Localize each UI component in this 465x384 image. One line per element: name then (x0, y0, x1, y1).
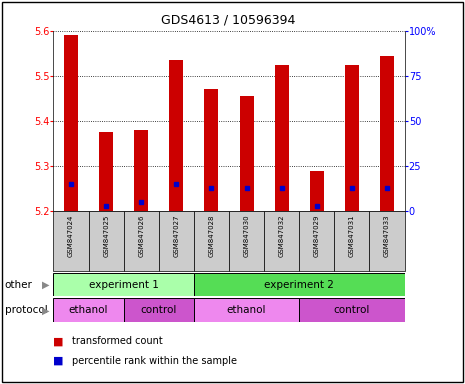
Text: experiment 1: experiment 1 (89, 280, 159, 290)
Bar (264, 211, 299, 271)
Text: transformed count: transformed count (72, 336, 163, 346)
Bar (194, 273, 405, 296)
Text: ▶: ▶ (42, 280, 49, 290)
Text: GSM847031: GSM847031 (349, 214, 355, 257)
Text: GSM847032: GSM847032 (279, 214, 285, 257)
Text: GSM847027: GSM847027 (173, 214, 179, 257)
Bar (299, 298, 405, 322)
Text: ■: ■ (53, 356, 64, 366)
Bar (53, 298, 124, 322)
Text: GSM847033: GSM847033 (384, 214, 390, 257)
Bar (194, 298, 299, 322)
Text: ▶: ▶ (42, 305, 49, 315)
Text: protocol: protocol (5, 305, 47, 315)
Bar (53, 273, 194, 296)
Bar (275, 65, 289, 211)
Text: percentile rank within the sample: percentile rank within the sample (72, 356, 237, 366)
Bar (169, 60, 183, 211)
Text: experiment 2: experiment 2 (264, 280, 334, 290)
Bar (205, 89, 219, 211)
Bar (310, 170, 324, 211)
Bar (345, 65, 359, 211)
Bar (159, 211, 194, 271)
Text: ethanol: ethanol (227, 305, 266, 315)
Text: control: control (140, 305, 177, 315)
Text: GSM847024: GSM847024 (68, 214, 74, 257)
Text: control: control (334, 305, 370, 315)
Bar (380, 56, 394, 211)
Bar (53, 211, 88, 271)
Bar (124, 298, 194, 322)
Bar (299, 211, 334, 271)
Bar (99, 132, 113, 211)
Bar (239, 96, 253, 211)
Text: GSM847026: GSM847026 (138, 214, 144, 257)
Text: GSM847029: GSM847029 (314, 214, 320, 257)
Text: ■: ■ (53, 336, 64, 346)
Text: GSM847030: GSM847030 (244, 214, 250, 257)
Bar (64, 35, 78, 211)
Text: GSM847028: GSM847028 (208, 214, 214, 257)
Bar (229, 211, 264, 271)
Bar (134, 130, 148, 211)
Bar (334, 211, 370, 271)
Text: GSM847025: GSM847025 (103, 214, 109, 257)
Text: GDS4613 / 10596394: GDS4613 / 10596394 (161, 13, 295, 26)
Bar (88, 211, 124, 271)
Bar (369, 211, 405, 271)
Text: ethanol: ethanol (69, 305, 108, 315)
Bar (194, 211, 229, 271)
Text: other: other (5, 280, 33, 290)
Bar (124, 211, 159, 271)
